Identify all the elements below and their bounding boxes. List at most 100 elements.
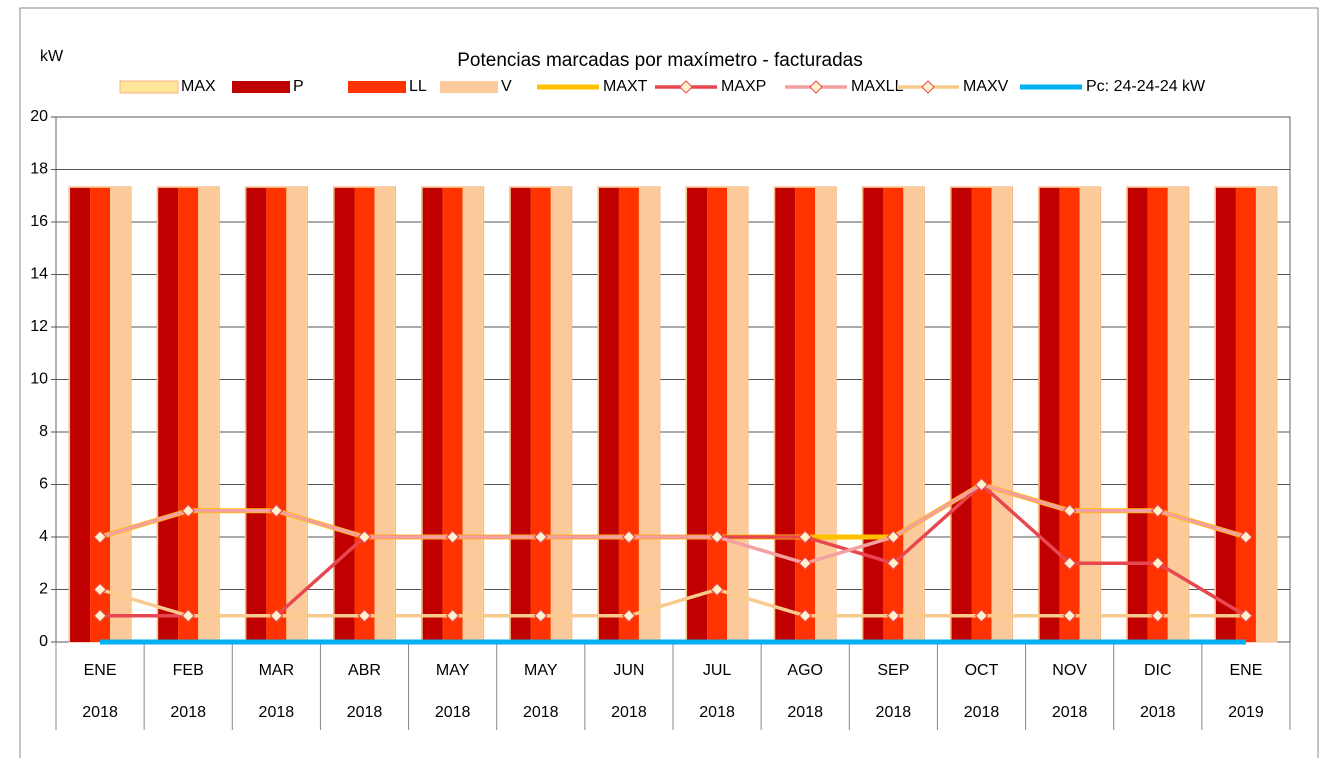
marker: [445, 530, 460, 544]
x-tick-label: JUN: [613, 662, 644, 679]
legend-label: Pc: 24-24-24 kW: [1086, 78, 1206, 95]
marker: [1150, 608, 1165, 623]
legend-label: MAX: [181, 78, 216, 95]
bar: [1235, 187, 1256, 642]
x-tick-label: DIC: [1144, 662, 1172, 679]
bar: [530, 187, 551, 642]
marker: [93, 530, 107, 544]
marker: [269, 608, 284, 623]
y-tick-label: 4: [39, 528, 48, 545]
marker: [357, 608, 372, 623]
bar: [775, 187, 796, 642]
y-tick-label: 8: [39, 423, 48, 440]
bar: [1167, 187, 1188, 642]
bar: [863, 187, 884, 642]
legend-marker: [679, 80, 693, 94]
x-tick-label: JUL: [703, 662, 732, 679]
marker: [1062, 503, 1077, 518]
x-tick-label: MAR: [259, 662, 295, 679]
x-group-label: 2018: [787, 704, 823, 721]
marker: [974, 477, 989, 492]
legend-swatch: [348, 81, 406, 93]
marker: [1239, 608, 1253, 623]
bar: [354, 187, 375, 642]
x-tick-label: ABR: [348, 662, 381, 679]
legend-label: MAXLL: [851, 78, 904, 95]
chart-title: Potencias marcadas por maxímetro - factu…: [457, 50, 863, 71]
x-group-label: 2019: [1228, 704, 1264, 721]
marker: [886, 608, 901, 623]
legend-label: MAXT: [603, 78, 648, 95]
bar: [1215, 187, 1236, 642]
marker: [798, 608, 813, 623]
marker: [269, 503, 284, 518]
x-group-label: 2018: [347, 704, 383, 721]
y-tick-label: 18: [30, 161, 48, 178]
bar: [971, 187, 992, 642]
legend-label: MAXP: [721, 78, 766, 95]
x-group-label: 2018: [611, 704, 647, 721]
y-tick-label: 16: [30, 213, 48, 230]
bar: [286, 187, 307, 642]
marker: [798, 556, 813, 571]
bar: [422, 187, 443, 642]
legend-label: V: [501, 78, 512, 95]
marker: [886, 530, 901, 544]
y-axis-label: kW: [40, 48, 64, 65]
y-tick-label: 2: [39, 581, 48, 598]
legend-marker: [921, 80, 935, 94]
x-group-label: 2018: [876, 704, 912, 721]
legend-label: P: [293, 78, 304, 95]
legend-swatch: [119, 80, 179, 94]
bar: [598, 187, 619, 642]
bar: [198, 187, 219, 642]
bar: [638, 187, 659, 642]
marker: [181, 503, 196, 518]
legend-swatch: [232, 81, 290, 93]
bar: [883, 187, 904, 642]
y-tick-label: 6: [39, 476, 48, 493]
legend-swatch: [440, 81, 498, 93]
x-tick-label: NOV: [1052, 662, 1087, 679]
bar: [1127, 187, 1148, 642]
bar: [1059, 187, 1080, 642]
x-tick-label: ENE: [84, 662, 117, 679]
marker: [357, 530, 372, 544]
bar: [991, 187, 1012, 642]
x-group-label: 2018: [259, 704, 295, 721]
legend-label: MAXV: [963, 78, 1009, 95]
bar: [442, 187, 463, 642]
bar: [1079, 187, 1100, 642]
y-tick-label: 20: [30, 108, 48, 125]
bar: [266, 187, 287, 642]
y-tick-label: 0: [39, 633, 48, 650]
marker: [710, 582, 724, 597]
bar: [90, 187, 111, 642]
bar: [815, 187, 836, 642]
x-tick-label: MAY: [436, 662, 470, 679]
y-tick-label: 10: [30, 371, 48, 388]
bar: [951, 187, 972, 642]
y-tick-label: 14: [30, 266, 48, 283]
marker: [1062, 556, 1077, 571]
bar: [618, 187, 639, 642]
bar: [246, 187, 267, 642]
bar: [903, 187, 924, 642]
bar: [1147, 187, 1168, 642]
x-group-label: 2018: [1052, 704, 1088, 721]
y-tick-label: 12: [30, 318, 48, 335]
bar: [178, 187, 199, 642]
x-tick-label: ENE: [1229, 662, 1262, 679]
legend-marker: [809, 80, 823, 94]
bar: [727, 187, 748, 642]
marker: [93, 608, 107, 623]
x-group-label: 2018: [699, 704, 735, 721]
marker: [181, 608, 196, 623]
line: [99, 482, 1247, 565]
x-group-label: 2018: [82, 704, 118, 721]
bar: [110, 187, 131, 642]
marker: [622, 530, 636, 544]
x-group-label: 2018: [170, 704, 206, 721]
marker: [445, 608, 460, 623]
x-tick-label: OCT: [965, 662, 999, 679]
